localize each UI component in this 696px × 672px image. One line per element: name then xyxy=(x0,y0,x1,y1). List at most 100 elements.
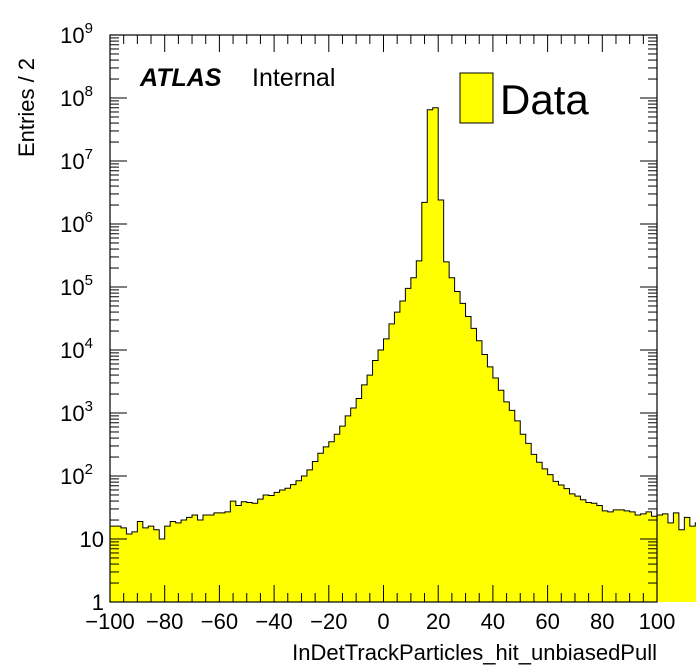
histogram-bar xyxy=(175,522,182,602)
histogram-bar xyxy=(460,303,466,602)
x-tick-label: −40 xyxy=(255,609,292,634)
histogram-step-line xyxy=(110,107,696,540)
histogram-bar xyxy=(449,277,455,602)
histogram-bar xyxy=(317,453,324,602)
histogram-outline xyxy=(110,107,696,540)
histogram-bar xyxy=(399,300,406,602)
histogram-bar xyxy=(580,499,587,602)
histogram-bar xyxy=(520,434,527,602)
x-tick-label: 40 xyxy=(481,609,505,634)
histogram-bar xyxy=(334,434,341,602)
histogram-bar xyxy=(328,441,335,602)
x-tick-label: −60 xyxy=(201,609,238,634)
y-tick-base: 10 xyxy=(60,275,84,300)
histogram-bar xyxy=(159,539,165,602)
histogram-bar xyxy=(553,481,559,602)
histogram-bar xyxy=(646,511,652,602)
y-tick-base: 10 xyxy=(60,212,84,237)
x-tick-labels: −100 −80 −60 −40 −20 0 20 40 60 80 100 xyxy=(85,609,675,634)
histogram-bar xyxy=(542,468,548,602)
x-tick-label: 0 xyxy=(377,609,389,634)
histogram-bar xyxy=(416,260,423,602)
histogram-bar xyxy=(213,512,220,602)
y-tick-label: 105 xyxy=(60,272,93,300)
histogram-bar xyxy=(126,534,133,602)
y-tick-exponent: 6 xyxy=(85,209,93,226)
histogram-bar xyxy=(635,515,641,602)
histogram-bar xyxy=(492,377,499,602)
histogram-bar xyxy=(607,511,614,602)
histogram-bar xyxy=(662,513,669,602)
histogram-bar xyxy=(591,503,598,602)
histogram-bar xyxy=(186,517,193,602)
y-tick-label: 106 xyxy=(60,209,93,237)
y-axis-title: Entries / 2 xyxy=(14,58,39,157)
y-tick-label: 102 xyxy=(60,461,93,489)
x-tick-label: −100 xyxy=(85,609,135,634)
histogram-bar xyxy=(361,384,368,602)
y-tick-label: 109 xyxy=(60,20,93,48)
y-tick-label: 104 xyxy=(60,335,93,363)
histogram-bar xyxy=(438,200,444,602)
y-tick-base: 10 xyxy=(60,338,84,363)
histogram-bar xyxy=(241,501,248,602)
histogram-bar xyxy=(312,461,319,602)
histogram-bar xyxy=(629,511,636,602)
histogram-bar xyxy=(170,521,176,602)
histogram-bar xyxy=(339,426,346,602)
histogram-bar xyxy=(350,408,357,602)
histogram-bar xyxy=(531,454,537,602)
histogram-bar xyxy=(536,462,543,602)
plot-frame-border xyxy=(109,34,658,603)
histogram-bar xyxy=(224,511,231,602)
histogram-bar xyxy=(192,515,198,602)
y-tick-base: 10 xyxy=(60,86,84,111)
histogram-bar xyxy=(208,515,215,602)
histogram-bar xyxy=(367,375,373,602)
histogram-bar xyxy=(372,360,379,602)
y-tick-exponent: 9 xyxy=(85,20,93,37)
histogram-bar xyxy=(427,109,434,602)
histogram-bar xyxy=(148,526,155,602)
histogram-bar xyxy=(405,288,412,602)
histogram-bar xyxy=(432,107,439,603)
x-tick-label: −80 xyxy=(146,609,183,634)
histogram-bar xyxy=(345,415,351,602)
y-tick-exponent: 2 xyxy=(85,461,93,478)
histogram-bar xyxy=(290,484,297,602)
histogram-bar xyxy=(153,529,160,602)
x-tick-label: 60 xyxy=(535,609,559,634)
histogram-bar xyxy=(547,474,554,602)
histogram-bar xyxy=(274,492,280,602)
histogram-bar xyxy=(558,484,565,602)
histogram-bar xyxy=(388,323,395,602)
histogram-bar xyxy=(585,502,592,602)
histogram-bar xyxy=(301,476,308,602)
histogram-bar xyxy=(673,512,680,602)
histogram-bar xyxy=(454,291,461,602)
histogram-bar xyxy=(323,446,330,602)
y-tick-label: 107 xyxy=(60,146,93,174)
histogram-bar xyxy=(131,531,138,602)
histogram-bar xyxy=(378,350,384,602)
histogram-bar xyxy=(667,522,674,602)
histogram-bar xyxy=(164,526,171,602)
histogram-bar xyxy=(268,495,275,602)
histogram-bar xyxy=(689,526,696,602)
legend: Data xyxy=(459,72,589,124)
y-tick-base: 10 xyxy=(60,23,84,48)
histogram-bar xyxy=(651,516,658,602)
y-tick-base: 10 xyxy=(60,464,84,489)
histogram-bar xyxy=(487,366,494,602)
histogram-bar xyxy=(285,488,291,602)
histogram-bar xyxy=(602,510,609,602)
histogram-bar xyxy=(596,505,603,602)
histogram-bar xyxy=(443,261,450,602)
x-tick-label: −20 xyxy=(310,609,347,634)
histogram-bar xyxy=(569,493,576,602)
histogram-bar xyxy=(219,512,226,602)
histogram-bar xyxy=(295,480,302,602)
histogram-bar xyxy=(202,515,209,602)
histogram-bar xyxy=(503,401,510,602)
histogram-bar xyxy=(525,443,532,602)
